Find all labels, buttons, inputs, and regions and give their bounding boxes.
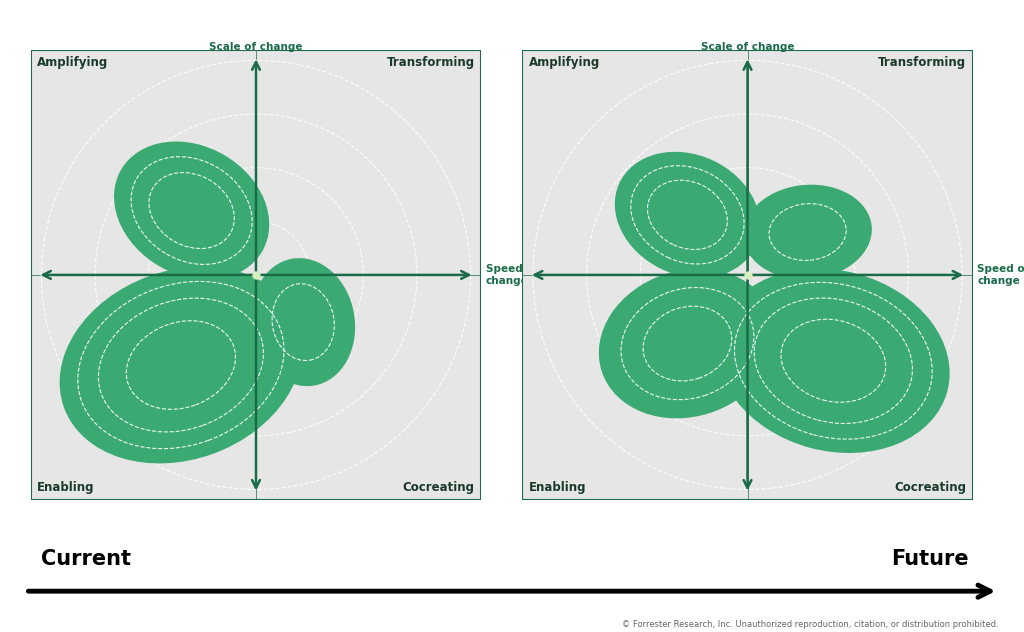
Text: Transforming: Transforming [879,56,967,69]
Text: Scale of change: Scale of change [209,42,303,52]
Ellipse shape [717,269,949,453]
Ellipse shape [614,152,760,278]
Text: Speed of
change: Speed of change [485,264,538,286]
Text: © Forrester Research, Inc. Unauthorized reproduction, citation, or distribution : © Forrester Research, Inc. Unauthorized … [622,620,998,629]
FancyBboxPatch shape [522,50,973,500]
Ellipse shape [114,142,269,279]
Ellipse shape [743,185,871,279]
FancyBboxPatch shape [31,50,481,500]
Text: Transforming: Transforming [387,56,475,69]
Text: Amplifying: Amplifying [37,56,109,69]
Ellipse shape [59,267,302,463]
Text: Enabling: Enabling [528,481,586,494]
Text: Amplifying: Amplifying [528,56,600,69]
Ellipse shape [251,258,355,386]
Ellipse shape [599,269,776,418]
Text: Current: Current [41,549,131,569]
Text: Enabling: Enabling [37,481,94,494]
Text: Cocreating: Cocreating [894,481,967,494]
Text: Scale of change: Scale of change [700,42,795,52]
Text: Speed of
change: Speed of change [977,264,1024,286]
Text: Future: Future [891,549,969,569]
Text: Cocreating: Cocreating [402,481,475,494]
